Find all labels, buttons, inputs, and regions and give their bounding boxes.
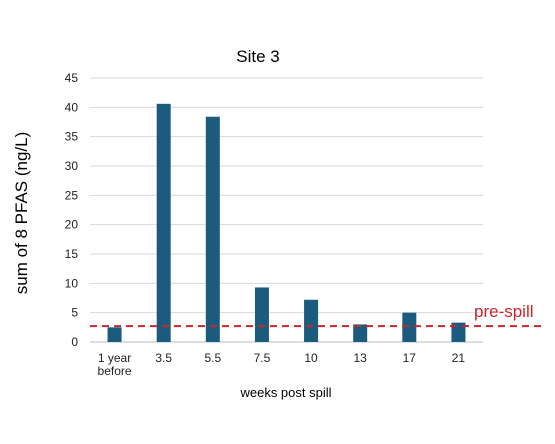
- bar: [156, 103, 171, 343]
- x-tick-label: 3.5: [155, 351, 172, 365]
- y-tick-label: 35: [65, 130, 79, 144]
- y-tick-label: 40: [65, 100, 79, 114]
- chart-title: Site 3: [236, 47, 279, 66]
- y-tick-label: 15: [65, 247, 79, 261]
- bar: [107, 327, 122, 342]
- bar: [304, 299, 319, 342]
- bar: [254, 287, 269, 342]
- x-tick-label: 10: [304, 351, 318, 365]
- bar: [205, 116, 220, 342]
- x-tick-label: 1 year: [98, 351, 131, 365]
- y-tick-label: 30: [65, 159, 79, 173]
- bar: [451, 322, 466, 342]
- y-tick-label: 45: [65, 71, 79, 85]
- x-tick-label: 13: [354, 351, 368, 365]
- y-tick-labels: 0 5 10 15 20 25 30 35 40 45: [65, 71, 79, 349]
- bar: [353, 324, 368, 342]
- x-tick-label: 5.5: [204, 351, 221, 365]
- bars: [107, 103, 466, 343]
- x-tick-label: 7.5: [254, 351, 271, 365]
- y-tick-label: 25: [65, 188, 79, 202]
- gridlines: [90, 77, 483, 343]
- y-tick-label: 0: [71, 335, 78, 349]
- x-axis-label: weeks post spill: [239, 385, 331, 400]
- y-tick-label: 10: [65, 276, 79, 290]
- bar: [402, 312, 417, 342]
- x-tick-label: before: [98, 364, 132, 378]
- y-tick-label: 5: [71, 306, 78, 320]
- x-tick-label: 17: [403, 351, 417, 365]
- x-tick-label: 21: [452, 351, 466, 365]
- pre-spill-label: pre-spill: [474, 302, 534, 321]
- y-tick-label: 20: [65, 218, 79, 232]
- y-axis-label: sum of 8 PFAS (ng/L): [12, 132, 31, 295]
